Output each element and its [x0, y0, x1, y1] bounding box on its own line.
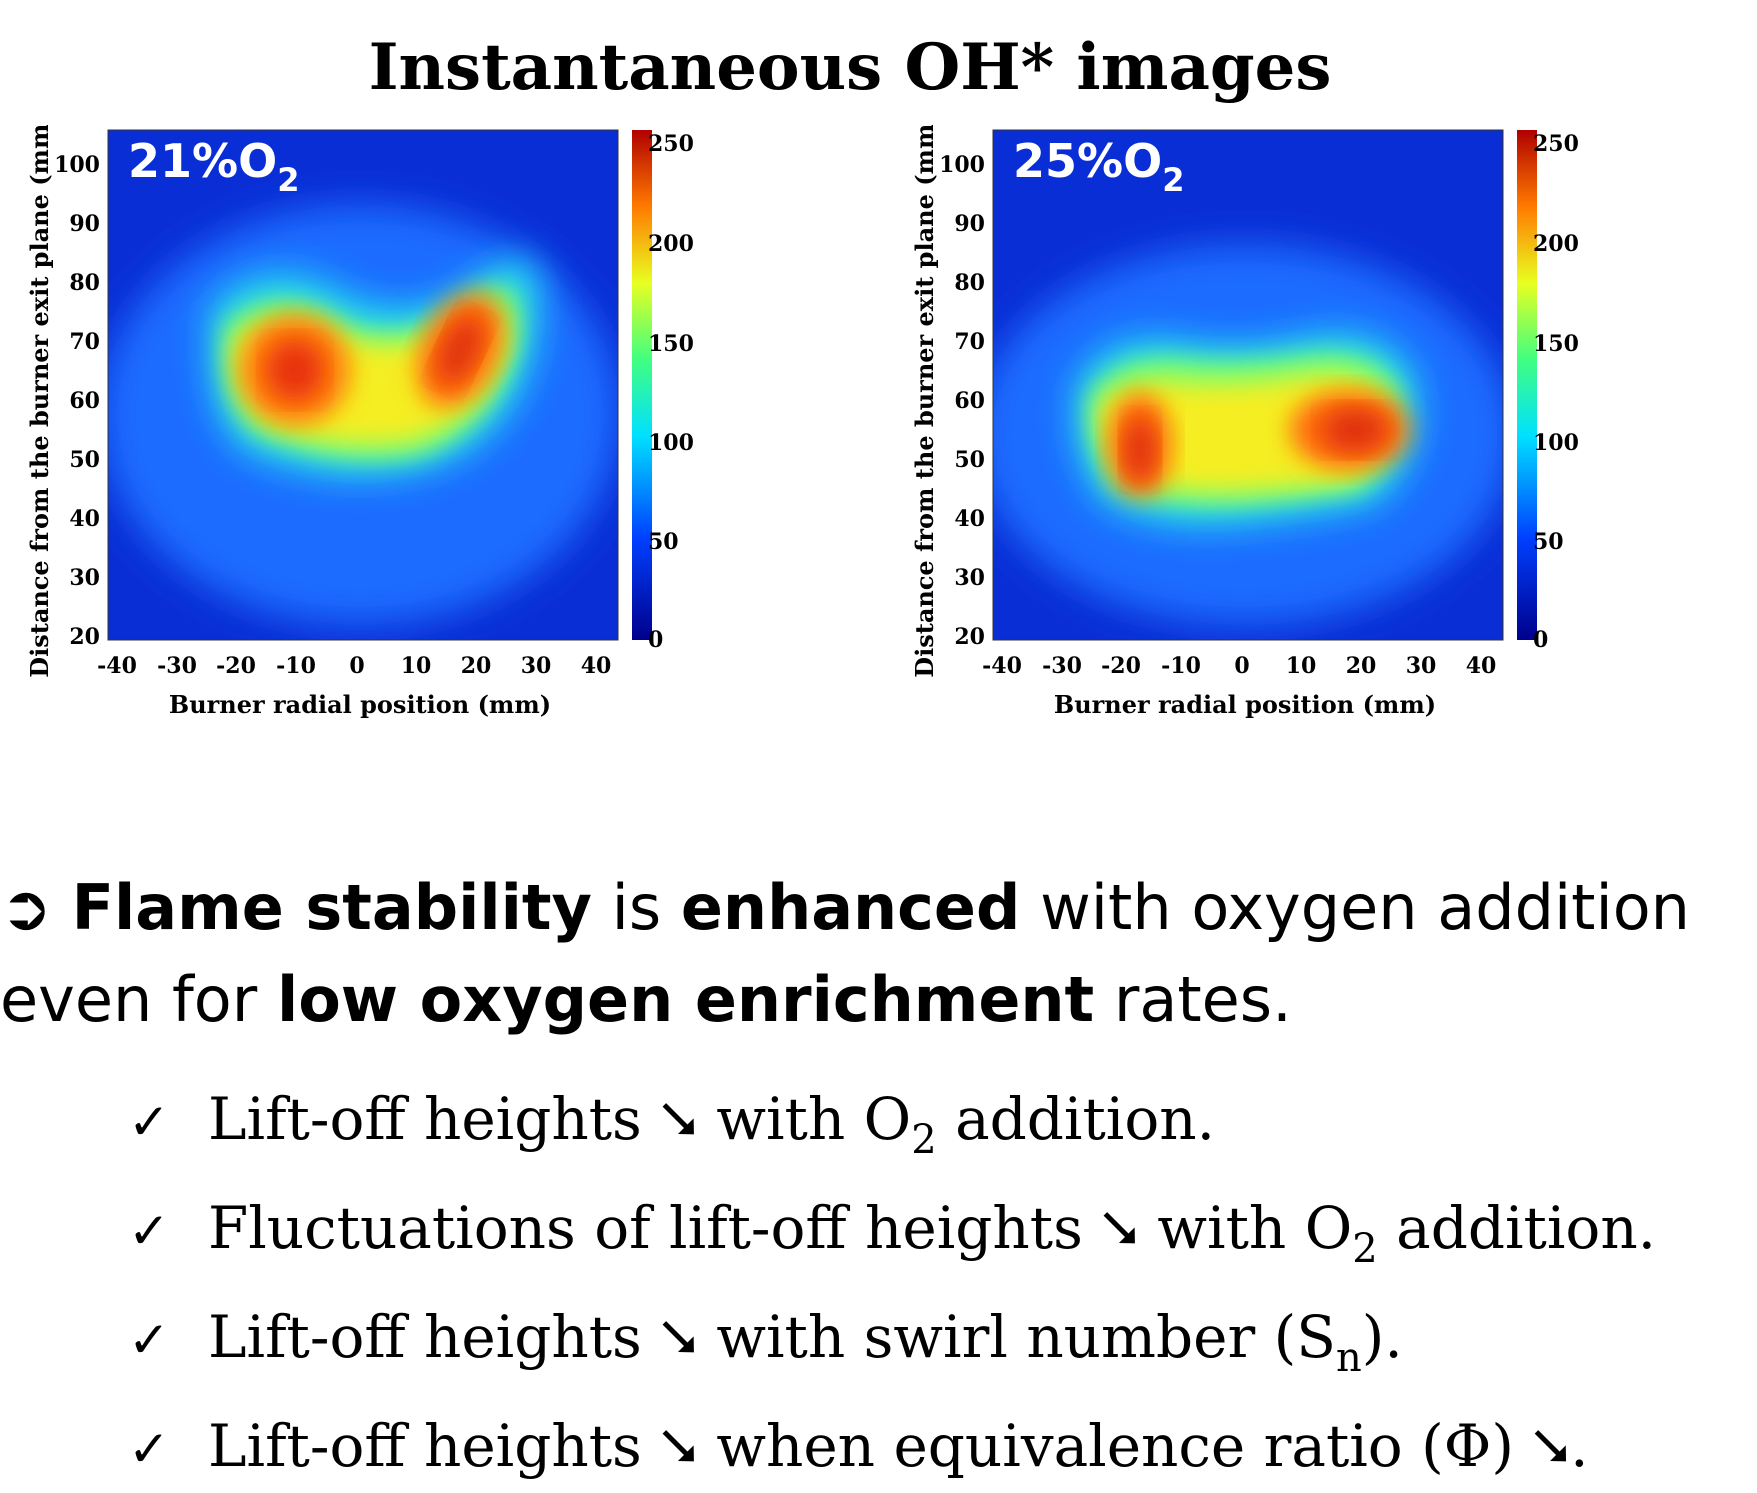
x-tick: -40 [97, 653, 137, 679]
x-tick: -20 [216, 653, 256, 679]
colorbar-tick: 150 [1533, 331, 1579, 357]
oh-image-panel-21: 21%O2 100 90 80 70 60 50 40 30 20 -40 -3… [20, 125, 790, 815]
arrow-icon: ➲ [0, 871, 52, 944]
low-oxygen-enrichment-text: low oxygen enrichment [276, 963, 1095, 1036]
oh-image-panel-25: 25%O2 100 90 80 70 60 50 40 30 20 -40 -3… [905, 125, 1675, 815]
list-item: ✓ Lift-off heights ⭨ with O2 addition. [128, 1075, 1656, 1184]
y-axis-label: Distance from the burner exit plane (mm) [25, 125, 54, 678]
y-tick: 80 [954, 270, 985, 296]
panel-label: 25%O [1013, 134, 1162, 188]
list-item: ✓ Fluctuations of lift-off heights ⭨ with… [128, 1184, 1656, 1293]
x-tick: -40 [982, 653, 1022, 679]
text-segment: with oxygen addition [1020, 871, 1690, 944]
svg-text:21%O2: 21%O2 [128, 134, 299, 199]
svg-text:25%O2: 25%O2 [1013, 134, 1184, 199]
oh-image-25: 25%O2 100 90 80 70 60 50 40 30 20 -40 -3… [910, 125, 1579, 719]
y-tick: 90 [69, 211, 100, 237]
x-tick: 10 [1286, 653, 1317, 679]
subscript: 2 [911, 1117, 937, 1163]
colorbar-tick: 150 [648, 331, 694, 357]
x-tick: 10 [401, 653, 432, 679]
list-item: ✓ Lift-off heights ⭨ when equivalence rat… [128, 1402, 1656, 1493]
colorbar-tick: 100 [1533, 430, 1579, 456]
x-tick: 0 [1234, 653, 1249, 679]
conclusion-line-2: even for low oxygen enrichment rates. [0, 954, 1690, 1046]
check-icon: ✓ [128, 1311, 170, 1369]
bullet-text: ). [1361, 1303, 1403, 1371]
x-tick: 20 [461, 653, 492, 679]
y-tick: 100 [939, 152, 985, 178]
y-tick: 20 [954, 624, 985, 650]
text-segment: rates. [1094, 963, 1292, 1036]
bullet-text: addition. [936, 1085, 1216, 1153]
colorbar [632, 130, 652, 640]
y-tick: 50 [69, 447, 100, 473]
x-tick: -30 [1042, 653, 1082, 679]
check-icon: ✓ [128, 1093, 170, 1151]
x-axis-label: Burner radial position (mm) [1054, 690, 1436, 719]
text-segment: is [591, 871, 681, 944]
x-tick: 30 [1406, 653, 1437, 679]
x-tick: 0 [349, 653, 364, 679]
enhanced-text: enhanced [680, 871, 1021, 944]
flame-stability-text: Flame stability [71, 871, 592, 944]
x-tick: 30 [521, 653, 552, 679]
conclusion-text: ➲ Flame stability is enhanced with oxyge… [0, 862, 1690, 1046]
page-title: Instantaneous OH* images [368, 30, 1332, 105]
colorbar-tick: 0 [648, 627, 663, 653]
x-tick: -30 [157, 653, 197, 679]
bullet-text: Lift-off heights ⭨ when equivalence rati… [208, 1412, 1589, 1480]
panel-label-sub: 2 [1162, 161, 1184, 199]
subscript: 2 [1352, 1226, 1378, 1272]
oh-image-21: 21%O2 100 90 80 70 60 50 40 30 20 -40 -3… [25, 125, 694, 719]
bullet-text: Fluctuations of lift-off heights ⭨ with … [208, 1194, 1353, 1262]
y-tick: 20 [69, 624, 100, 650]
y-tick: 30 [954, 565, 985, 591]
y-tick: 90 [954, 211, 985, 237]
colorbar-tick: 50 [648, 529, 679, 555]
bullet-text: addition. [1377, 1194, 1657, 1262]
y-tick: 30 [69, 565, 100, 591]
bullet-text: Lift-off heights ⭨ with O [208, 1085, 912, 1153]
subscript: n [1336, 1335, 1362, 1381]
y-tick: 70 [69, 329, 100, 355]
x-tick: 40 [1466, 653, 1497, 679]
check-icon: ✓ [128, 1420, 170, 1478]
colorbar-tick: 200 [648, 231, 694, 257]
y-tick: 100 [54, 152, 100, 178]
panel-label-sub: 2 [277, 161, 299, 199]
colorbar-tick: 100 [648, 430, 694, 456]
colorbar-tick: 0 [1533, 627, 1548, 653]
colorbar-tick: 200 [1533, 231, 1579, 257]
y-tick: 80 [69, 270, 100, 296]
bullet-text: Lift-off heights ⭨ with swirl number (S [208, 1303, 1337, 1371]
list-item: ✓ Lift-off heights ⭨ with swirl number (S… [128, 1293, 1656, 1402]
x-tick: 20 [1346, 653, 1377, 679]
y-axis-label: Distance from the burner exit plane (mm) [910, 125, 939, 678]
x-tick: 40 [581, 653, 612, 679]
y-tick: 60 [954, 388, 985, 414]
x-tick: -10 [276, 653, 316, 679]
x-axis-label: Burner radial position (mm) [169, 690, 551, 719]
x-tick: -20 [1101, 653, 1141, 679]
x-tick: -10 [1161, 653, 1201, 679]
y-tick: 40 [954, 506, 985, 532]
colorbar-tick: 250 [1533, 131, 1579, 157]
colorbar-tick: 50 [1533, 529, 1564, 555]
check-icon: ✓ [128, 1202, 170, 1260]
y-tick: 70 [954, 329, 985, 355]
panel-label: 21%O [128, 134, 277, 188]
findings-list: ✓ Lift-off heights ⭨ with O2 addition. ✓ F… [128, 1075, 1656, 1493]
y-tick: 60 [69, 388, 100, 414]
colorbar [1517, 130, 1537, 640]
y-tick: 50 [954, 447, 985, 473]
y-tick: 40 [69, 506, 100, 532]
conclusion-line-1: ➲ Flame stability is enhanced with oxyge… [0, 862, 1690, 954]
text-segment: even for [0, 963, 277, 1036]
colorbar-tick: 250 [648, 131, 694, 157]
